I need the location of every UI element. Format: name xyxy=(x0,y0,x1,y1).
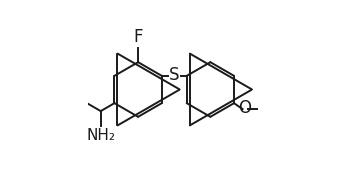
Text: NH₂: NH₂ xyxy=(86,128,115,143)
Text: F: F xyxy=(133,28,143,46)
Text: O: O xyxy=(238,99,251,117)
Text: S: S xyxy=(169,66,180,84)
